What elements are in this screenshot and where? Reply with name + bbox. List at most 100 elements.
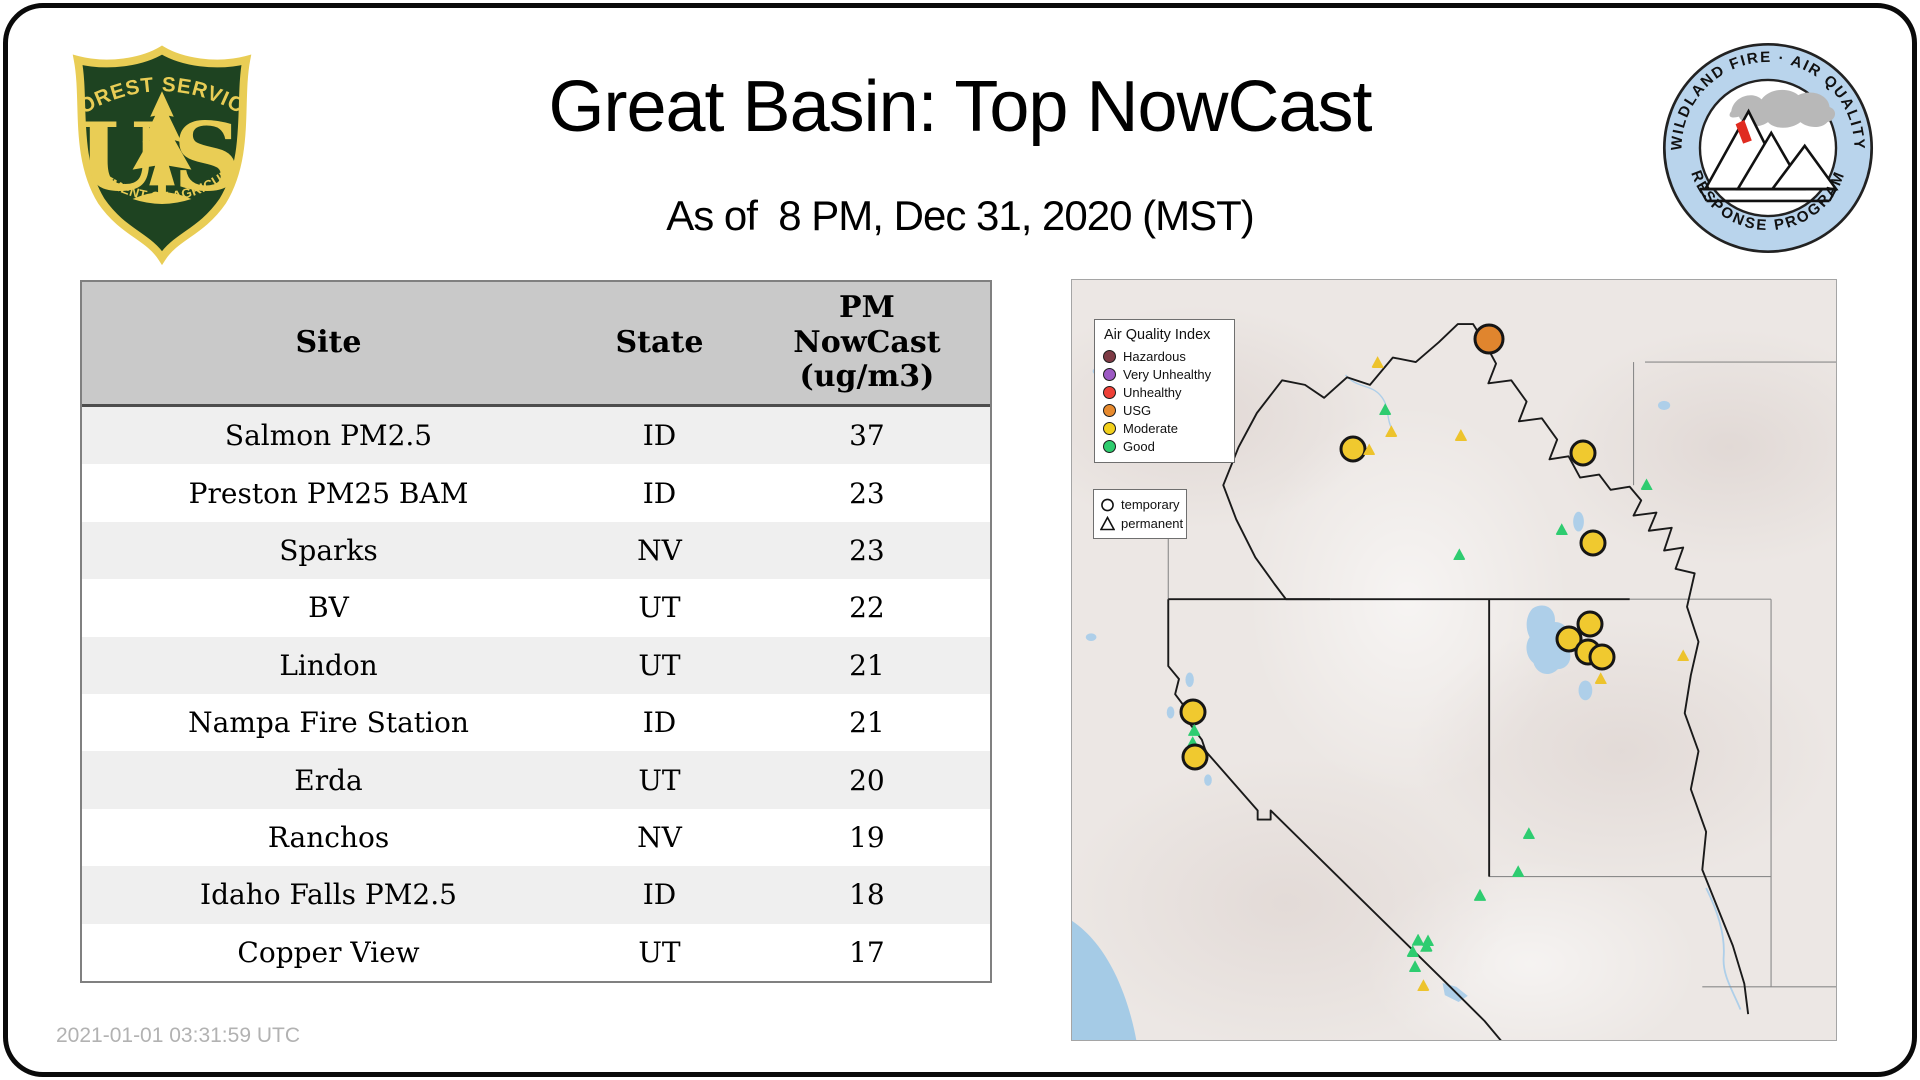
value-cell: 17 [849, 935, 885, 969]
column-header-pm-nowcast: PM NowCast (ug/m3) [793, 290, 941, 395]
monitor-marker-mod-lg [1179, 698, 1207, 726]
monitor-markers-layer [1072, 280, 1836, 1040]
wfaqrp-logo: WILDLAND FIRE · AIR QUALITY RESPONSE PRO… [1660, 40, 1876, 256]
outer-state-borders [1168, 362, 1836, 987]
bear-lake [1573, 511, 1584, 532]
table-row: Preston PM25 BAM ID 23 [82, 464, 990, 522]
aqi-color-dot-icon [1103, 440, 1116, 453]
aqi-legend-label: Moderate [1123, 421, 1178, 436]
monitor-marker-good-sm [1408, 960, 1422, 973]
pyramid-lake [1185, 672, 1194, 687]
state-cell: NV [637, 821, 682, 855]
temporary-circle-icon [1101, 498, 1114, 512]
great-basin-map: Air Quality Index Hazardous Very Unhealth… [1071, 279, 1837, 1041]
monitor-marker-good-sm [1522, 827, 1536, 840]
site-cell: Ranchos [267, 821, 390, 855]
state-cell: UT [638, 935, 681, 969]
honey-lake [1085, 633, 1097, 641]
aqi-legend-item: Unhealthy [1103, 385, 1226, 400]
site-cell: Idaho Falls PM2.5 [200, 878, 457, 912]
tree-base [132, 192, 192, 204]
monitor-marker-mod-lg [1339, 435, 1367, 463]
monitor-marker-good-sm [1378, 403, 1392, 416]
site-cell: Lindon [279, 648, 378, 682]
aqi-legend-item: Good [1103, 439, 1226, 454]
aqi-legend-item: Hazardous [1103, 349, 1226, 364]
value-cell: 19 [849, 821, 885, 855]
monitor-marker-good-sm [1473, 888, 1487, 901]
column-header-state: State [615, 324, 704, 360]
lake-tahoe [1166, 706, 1175, 719]
table-row: Idaho Falls PM2.5 ID 18 [82, 866, 990, 924]
marker-shape-legend: temporary permanent [1093, 489, 1187, 539]
generation-timestamp: 2021-01-01 03:31:59 UTC [56, 1024, 300, 1047]
aqi-legend-label: Good [1123, 439, 1155, 454]
monitor-marker-mod-sm [1416, 979, 1430, 992]
monitor-marker-good-sm [1555, 523, 1569, 536]
pine-tree-icon [132, 91, 192, 196]
lakes-layer [1072, 367, 1671, 1040]
table-body: Salmon PM2.5 ID 37 Preston PM25 BAM ID 23 Spar… [82, 407, 990, 982]
page-subtitle: As of 8 PM, Dec 31, 2020 (MST) [666, 192, 1255, 239]
site-cell: Copper View [237, 935, 420, 969]
monitor-marker-mod-sm [1384, 425, 1398, 438]
monitor-marker-mod-lg [1569, 439, 1597, 467]
state-cell: NV [637, 534, 682, 568]
monitor-marker-mod-sm [1676, 649, 1690, 662]
legend-row-temporary: temporary [1100, 495, 1180, 514]
table-row: BV UT 22 [82, 579, 990, 637]
value-cell: 21 [849, 648, 885, 682]
state-cell: ID [642, 706, 677, 740]
site-cell: Nampa Fire Station [188, 706, 469, 740]
table-row: Copper View UT 17 [82, 923, 990, 982]
state-cell: UT [638, 648, 681, 682]
value-cell: 18 [849, 878, 885, 912]
monitor-marker-good-sm [1511, 865, 1525, 878]
usfs-monogram-s: S [173, 102, 241, 212]
value-cell: 23 [849, 476, 885, 510]
aqi-legend-label: Unhealthy [1123, 385, 1182, 400]
flaming-gorge-lake [1657, 400, 1671, 410]
value-cell: 23 [849, 534, 885, 568]
aqi-legend-label: USG [1123, 403, 1152, 418]
site-cell: Preston PM25 BAM [188, 476, 469, 510]
state-cell: ID [642, 419, 677, 453]
monitor-marker-mod-lg [1588, 643, 1616, 671]
value-cell: 20 [849, 763, 885, 797]
site-cell: Sparks [279, 534, 378, 568]
monitor-marker-mod-lg [1579, 529, 1607, 557]
aqi-legend-title: Air Quality Index [1104, 327, 1211, 343]
monitor-marker-good-sm [1640, 478, 1654, 491]
utah-lake [1578, 680, 1593, 701]
state-cell: UT [638, 763, 681, 797]
table-header-row: Site State PM NowCast (ug/m3) [82, 282, 990, 407]
legend-row-permanent: permanent [1100, 514, 1184, 533]
aqi-legend-label: Hazardous [1123, 349, 1186, 364]
value-cell: 37 [849, 419, 885, 453]
monitor-marker-mod-sm [1594, 672, 1608, 685]
monitor-marker-mod-lg [1181, 743, 1209, 771]
monitor-marker-good-sm [1411, 933, 1425, 946]
page-title: Great Basin: Top NowCast [548, 67, 1372, 147]
colorado-river [1706, 888, 1740, 1010]
aqi-color-dot-icon [1103, 368, 1116, 381]
smoke-cloud [1729, 89, 1836, 128]
aqi-color-dot-icon [1103, 386, 1116, 399]
monitor-marker-mod-sm [1454, 429, 1468, 442]
value-cell: 21 [849, 706, 885, 740]
aqi-color-dot-icon [1103, 404, 1116, 417]
table-row: Salmon PM2.5 ID 37 [82, 407, 990, 465]
nowcast-table: Site State PM NowCast (ug/m3) Salmon PM2… [80, 280, 992, 983]
permanent-label: permanent [1121, 516, 1184, 531]
table-row: Erda UT 20 [82, 751, 990, 809]
aqi-color-dot-icon [1103, 350, 1116, 363]
temporary-label: temporary [1121, 497, 1180, 512]
walker-lake [1204, 774, 1212, 786]
aqi-legend-item: Very Unhealthy [1103, 367, 1226, 382]
table-row: Lindon UT 21 [82, 636, 990, 695]
site-cell: Erda [294, 763, 363, 797]
column-header-site: Site [295, 324, 362, 360]
aqi-legend-item: Moderate [1103, 421, 1226, 436]
monitor-marker-usg-lg [1473, 323, 1505, 355]
permanent-triangle-icon [1100, 516, 1115, 531]
